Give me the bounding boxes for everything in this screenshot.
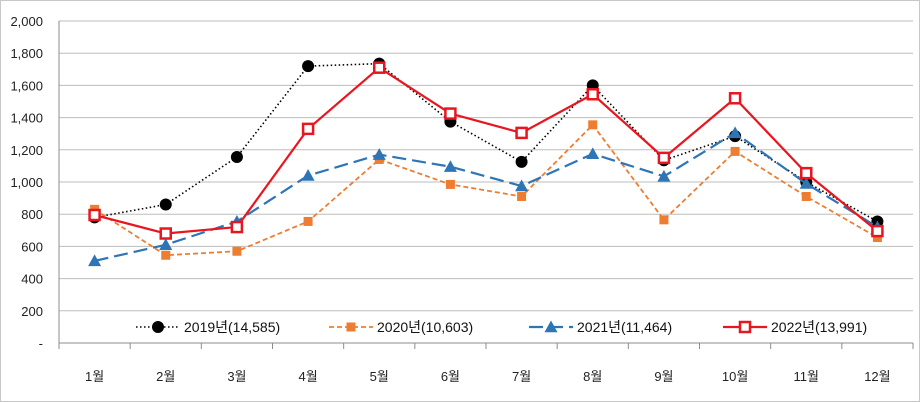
legend-item-2: 2020년(10,603)	[329, 319, 473, 335]
legend-item-3: 2021년(11,464)	[529, 319, 672, 335]
data-point	[159, 227, 172, 240]
series-line	[94, 123, 878, 257]
series-line	[94, 131, 878, 262]
x-tick-label: 4월	[298, 369, 317, 384]
data-point	[801, 191, 811, 201]
legend-marker	[152, 321, 164, 333]
data-point	[161, 250, 171, 260]
x-tick-label: 6월	[441, 369, 460, 384]
data-point	[159, 198, 172, 211]
y-tick-label: 1,600	[10, 78, 43, 93]
legend-label: 2022년(13,991)	[771, 319, 867, 335]
data-point	[657, 151, 671, 165]
series-line	[94, 66, 879, 235]
y-tick-label: 600	[21, 239, 43, 254]
x-tick-label: 9월	[654, 369, 673, 384]
data-point	[728, 126, 742, 139]
x-tick-label: 3월	[227, 369, 246, 384]
data-point	[232, 246, 242, 256]
data-point	[728, 92, 742, 105]
data-point	[586, 88, 599, 101]
data-point	[515, 126, 528, 140]
y-tick-label: -	[39, 336, 43, 351]
legend-item-4: 2022년(13,991)	[723, 319, 867, 335]
data-point	[443, 160, 457, 172]
data-point	[88, 208, 101, 222]
series-3	[88, 126, 884, 267]
x-tick-label: 8월	[583, 369, 602, 384]
y-tick-label: 1,400	[10, 111, 43, 126]
data-point	[303, 216, 313, 226]
data-point	[88, 254, 102, 267]
series-group	[88, 57, 884, 267]
data-point	[800, 166, 813, 180]
y-tick-label: 1,800	[10, 46, 43, 61]
legend-label: 2021년(11,464)	[577, 319, 672, 335]
data-point	[799, 177, 813, 189]
data-point	[301, 169, 315, 181]
legend-marker	[544, 320, 558, 333]
legend-marker	[346, 322, 356, 332]
data-point	[159, 238, 173, 250]
data-point	[373, 61, 386, 74]
y-tick-label: 400	[21, 272, 43, 287]
legend-marker	[738, 320, 752, 334]
x-tick-label: 12월	[864, 369, 890, 384]
data-point	[515, 179, 529, 192]
legend: 2019년(14,585) 2020년(10,603) 2021년(11,464) 2…	[136, 319, 867, 335]
legend-label: 2019년(14,585)	[184, 319, 280, 335]
x-tick-label: 11월	[794, 369, 819, 384]
data-point	[372, 148, 386, 160]
x-tick-label: 2월	[156, 369, 175, 384]
data-point	[872, 233, 882, 243]
series-4	[88, 61, 884, 240]
data-point	[871, 224, 884, 238]
x-tick-label: 7월	[512, 369, 531, 384]
series-1	[88, 57, 884, 228]
legend-label: 2020년(10,603)	[377, 319, 473, 335]
x-tick-label: 1월	[85, 369, 104, 384]
gridlines	[59, 20, 913, 312]
legend-item-1: 2019년(14,585)	[136, 319, 280, 335]
y-tick-label: 200	[21, 304, 43, 319]
series-line	[94, 62, 878, 223]
y-tick-label: 800	[21, 207, 43, 222]
x-tick-label: 5월	[370, 369, 389, 384]
x-axis: 1월 2월 3월 4월 5월 6월 7월 8월 9월 10월 11월 12월	[58, 342, 914, 384]
data-point	[301, 122, 315, 136]
y-tick-label: 1,000	[10, 175, 43, 190]
data-point	[444, 107, 457, 120]
data-point	[588, 120, 598, 130]
data-point	[586, 147, 600, 160]
data-point	[657, 169, 671, 182]
data-point	[230, 220, 244, 234]
data-point	[302, 60, 315, 73]
data-point	[730, 146, 740, 156]
data-point	[230, 151, 243, 164]
y-tick-label: 2,000	[10, 14, 43, 29]
y-axis: - 200 400 600 800 1,000 1,200 1,400 1,600 1,800 2,…	[10, 14, 60, 351]
x-tick-label: 10월	[722, 369, 748, 384]
data-point	[659, 215, 669, 225]
y-tick-label: 1,200	[10, 143, 43, 158]
data-point	[445, 179, 455, 189]
data-point	[517, 191, 527, 201]
data-point	[515, 155, 528, 168]
